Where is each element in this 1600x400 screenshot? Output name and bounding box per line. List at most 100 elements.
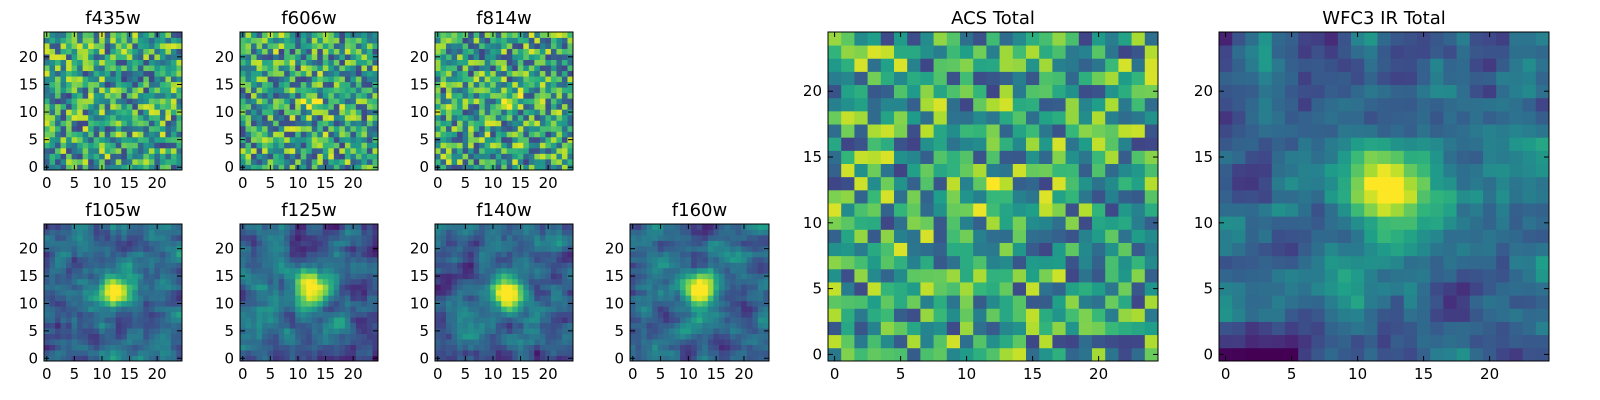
heatmap-cell xyxy=(567,131,574,138)
heatmap-cell xyxy=(165,300,172,307)
heatmap-cell xyxy=(284,328,291,334)
heatmap-cell xyxy=(289,120,296,127)
heatmap-cell xyxy=(663,240,670,247)
heatmap-cell xyxy=(366,224,373,230)
heatmap-cell xyxy=(366,344,373,351)
heatmap-cell xyxy=(278,300,285,307)
heatmap-cell xyxy=(451,32,458,38)
heatmap-cell xyxy=(1052,255,1066,270)
heatmap-cell xyxy=(668,322,675,329)
heatmap-cell xyxy=(730,278,737,285)
heatmap-cell xyxy=(295,333,302,340)
heatmap-cell xyxy=(284,76,291,83)
heatmap-cell xyxy=(894,203,908,217)
heatmap-cell xyxy=(306,350,313,356)
heatmap-cell xyxy=(278,284,285,291)
heatmap-cell xyxy=(170,158,177,165)
heatmap-cell xyxy=(534,109,541,116)
heatmap-cell xyxy=(1105,216,1119,230)
heatmap-cell xyxy=(757,245,764,252)
heatmap-cell xyxy=(278,65,285,72)
heatmap-cell xyxy=(718,306,725,313)
heatmap-cell xyxy=(355,158,362,165)
heatmap-cell xyxy=(641,333,648,340)
heatmap-cell xyxy=(473,317,480,324)
heatmap-cell xyxy=(757,251,764,258)
heatmap-cell xyxy=(71,142,78,149)
heatmap-cell xyxy=(295,350,302,356)
heatmap-cell xyxy=(674,295,681,302)
heatmap-cell xyxy=(724,278,731,285)
heatmap-cell xyxy=(707,322,714,329)
heatmap-cell xyxy=(278,120,285,127)
heatmap-cell xyxy=(267,267,274,274)
heatmap-cell xyxy=(512,120,519,127)
heatmap-cell xyxy=(484,284,491,291)
heatmap-cell xyxy=(1052,176,1066,191)
heatmap-cell xyxy=(484,48,491,55)
heatmap-cell xyxy=(752,322,759,329)
heatmap-cell xyxy=(71,131,78,138)
heatmap-cell xyxy=(104,350,111,356)
heatmap-cell xyxy=(306,136,313,143)
heatmap-cell xyxy=(635,229,642,236)
heatmap-cell xyxy=(506,142,513,149)
heatmap-cell xyxy=(284,240,291,247)
heatmap-cell xyxy=(752,311,759,318)
heatmap-cell xyxy=(556,267,563,274)
heatmap-cell xyxy=(148,339,155,345)
heatmap-cell xyxy=(49,339,56,345)
heatmap-cell xyxy=(907,229,921,243)
heatmap-cell xyxy=(132,147,139,154)
heatmap-cell xyxy=(273,256,280,263)
heatmap-cell xyxy=(300,98,307,105)
heatmap-cell xyxy=(71,70,78,77)
heatmap-cell xyxy=(143,273,150,280)
heatmap-cell xyxy=(512,262,519,269)
heatmap-cell xyxy=(451,109,458,116)
heatmap-cell xyxy=(545,229,552,236)
heatmap-cell xyxy=(534,136,541,143)
heatmap-cell xyxy=(763,240,770,247)
heatmap-cell xyxy=(741,256,748,263)
heatmap-cell xyxy=(344,158,351,165)
heatmap-cell xyxy=(344,92,351,99)
heatmap-cell xyxy=(366,328,373,334)
heatmap-cell xyxy=(691,245,698,252)
heatmap-cell xyxy=(300,136,307,143)
heatmap-cell xyxy=(154,142,161,149)
heatmap-cell xyxy=(512,59,519,66)
heatmap-cell xyxy=(93,125,100,132)
heatmap-cell xyxy=(55,328,61,334)
heatmap-cell xyxy=(176,76,183,83)
heatmap-cell xyxy=(121,103,128,110)
heatmap-cell xyxy=(730,240,737,247)
heatmap-cell xyxy=(143,317,150,324)
heatmap-cell xyxy=(473,65,480,72)
heatmap-cell xyxy=(361,87,368,94)
heatmap-cell xyxy=(267,98,274,105)
heatmap-cell xyxy=(724,245,731,252)
heatmap-cell xyxy=(350,289,357,296)
heatmap-cell xyxy=(82,92,89,99)
heatmap-cell xyxy=(273,70,280,77)
heatmap-cell xyxy=(82,355,89,362)
heatmap-cell xyxy=(311,295,318,302)
heatmap-cell xyxy=(484,240,491,247)
heatmap-cell xyxy=(635,339,642,345)
heatmap-cell xyxy=(680,317,686,324)
heatmap-cell xyxy=(137,125,144,132)
heatmap-cell xyxy=(730,344,737,351)
heatmap-cell xyxy=(680,262,686,269)
heatmap-cell xyxy=(960,321,974,336)
heatmap-cell xyxy=(746,284,753,291)
heatmap-cell xyxy=(176,32,183,38)
heatmap-cell xyxy=(561,32,568,38)
heatmap-cell xyxy=(262,355,268,362)
heatmap-cell xyxy=(713,284,720,291)
heatmap-cell xyxy=(501,355,508,362)
heatmap-cell xyxy=(539,317,546,324)
heatmap-cell xyxy=(110,229,117,236)
heatmap-cell xyxy=(730,300,737,307)
